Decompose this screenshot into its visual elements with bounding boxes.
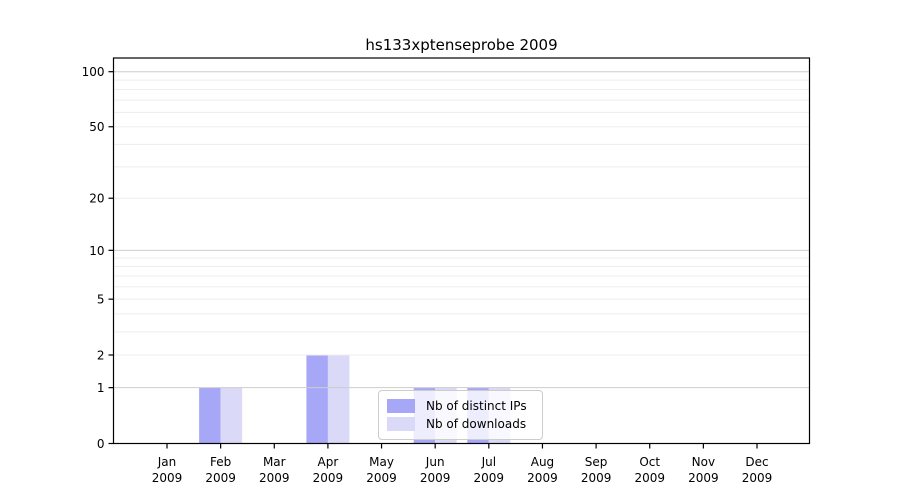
x-tick-label-year: 2009 [205, 471, 236, 485]
y-tick-label: 20 [89, 192, 104, 206]
x-tick-label-month: Oct [639, 455, 660, 469]
bar-distinct-ips-apr [306, 354, 328, 444]
bar-downloads-apr [327, 354, 350, 444]
x-tick-label-year: 2009 [742, 471, 773, 485]
x-tick-label-month: Mar [263, 455, 286, 469]
x-tick-label-month: Jan [157, 455, 177, 469]
x-tick-label-month: May [369, 455, 394, 469]
x-tick-label-year: 2009 [474, 471, 505, 485]
x-tick-label-month: Sep [585, 455, 608, 469]
legend-item-distinct-ips: Nb of distinct IPs [387, 398, 534, 413]
y-tick-label: 50 [89, 120, 104, 134]
x-tick-label-month: Dec [745, 455, 768, 469]
x-tick-label-month: Jun [425, 455, 445, 469]
y-tick-label: 2 [97, 348, 105, 362]
x-tick-label-year: 2009 [366, 471, 397, 485]
y-tick-label: 1 [97, 381, 105, 395]
bar-downloads-feb [220, 387, 243, 444]
legend: Nb of distinct IPs Nb of downloads [378, 390, 543, 440]
y-tick-label: 100 [82, 65, 105, 79]
x-tick-label-year: 2009 [688, 471, 719, 485]
x-tick-label-year: 2009 [259, 471, 290, 485]
legend-swatch-downloads [387, 417, 415, 432]
x-tick-label-month: Aug [531, 455, 554, 469]
x-tick-label-year: 2009 [634, 471, 665, 485]
legend-item-downloads: Nb of downloads [387, 417, 534, 432]
x-tick-label-month: Nov [692, 455, 715, 469]
chart-title: hs133xptenseprobe 2009 [365, 36, 558, 54]
y-tick-label: 0 [97, 437, 105, 451]
x-tick-label-month: Jul [481, 455, 496, 469]
x-tick-label-month: Apr [318, 455, 339, 469]
x-tick-label-year: 2009 [420, 471, 451, 485]
legend-label-distinct-ips: Nb of distinct IPs [426, 398, 527, 413]
y-tick-label: 5 [97, 293, 105, 307]
x-tick-label-year: 2009 [581, 471, 612, 485]
legend-swatch-distinct-ips [387, 398, 415, 413]
bar-distinct-ips-feb [199, 387, 221, 444]
x-tick-label-month: Feb [210, 455, 231, 469]
x-tick-label-year: 2009 [152, 471, 183, 485]
x-tick-label-year: 2009 [313, 471, 344, 485]
x-tick-label-year: 2009 [527, 471, 558, 485]
y-tick-label: 10 [89, 244, 104, 258]
legend-label-downloads: Nb of downloads [426, 417, 527, 432]
